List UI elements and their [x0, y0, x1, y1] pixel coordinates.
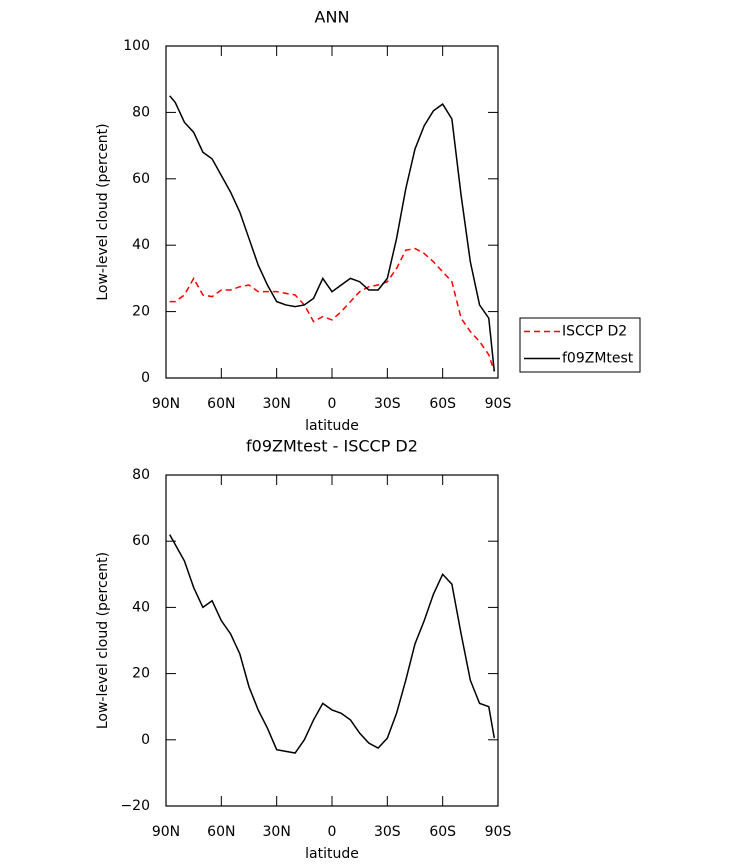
y-axis-label: Low-level cloud (percent): [95, 123, 111, 300]
x-tick-label: 60N: [207, 824, 235, 840]
y-tick-label: 60: [132, 171, 150, 187]
x-tick-label: 30N: [263, 824, 291, 840]
x-tick-label: 90S: [485, 396, 512, 412]
legend-label: ISCCP D2: [562, 324, 627, 340]
y-tick-label: 80: [132, 467, 150, 483]
x-axis-label: latitude: [305, 418, 359, 434]
legend-box: [519, 317, 641, 373]
y-tick-label: 100: [123, 38, 150, 54]
x-tick-label: 30S: [374, 824, 401, 840]
y-tick-label: 80: [132, 104, 150, 120]
plot-frame: [165, 45, 499, 379]
y-tick-label: 20: [132, 666, 150, 682]
plot-frame: [165, 474, 499, 807]
x-tick-label: 30N: [263, 396, 291, 412]
y-tick-label: 40: [132, 237, 150, 253]
y-tick-label: 60: [132, 533, 150, 549]
x-tick-label: 0: [328, 396, 337, 412]
x-tick-label: 60N: [207, 396, 235, 412]
x-tick-label: 60S: [429, 396, 456, 412]
line-series: [169, 247, 496, 372]
y-tick-label: 0: [141, 732, 150, 748]
x-tick-label: 90S: [485, 824, 512, 840]
x-tick-label: 30S: [374, 396, 401, 412]
chart-title: f09ZMtest - ISCCP D2: [246, 437, 418, 456]
y-axis-label: Low-level cloud (percent): [95, 552, 111, 729]
x-axis-label: latitude: [305, 846, 359, 862]
y-tick-label: 0: [141, 370, 150, 386]
x-tick-label: 0: [328, 824, 337, 840]
y-tick-label: 40: [132, 599, 150, 615]
chart-title: ANN: [315, 8, 350, 27]
line-series: [169, 95, 496, 372]
x-tick-label: 90N: [152, 824, 180, 840]
legend-label: f09ZMtest: [562, 351, 634, 367]
x-tick-label: 60S: [429, 824, 456, 840]
line-series: [169, 534, 496, 754]
y-tick-label: 20: [132, 304, 150, 320]
y-tick-label: −20: [120, 798, 150, 814]
x-tick-label: 90N: [152, 396, 180, 412]
